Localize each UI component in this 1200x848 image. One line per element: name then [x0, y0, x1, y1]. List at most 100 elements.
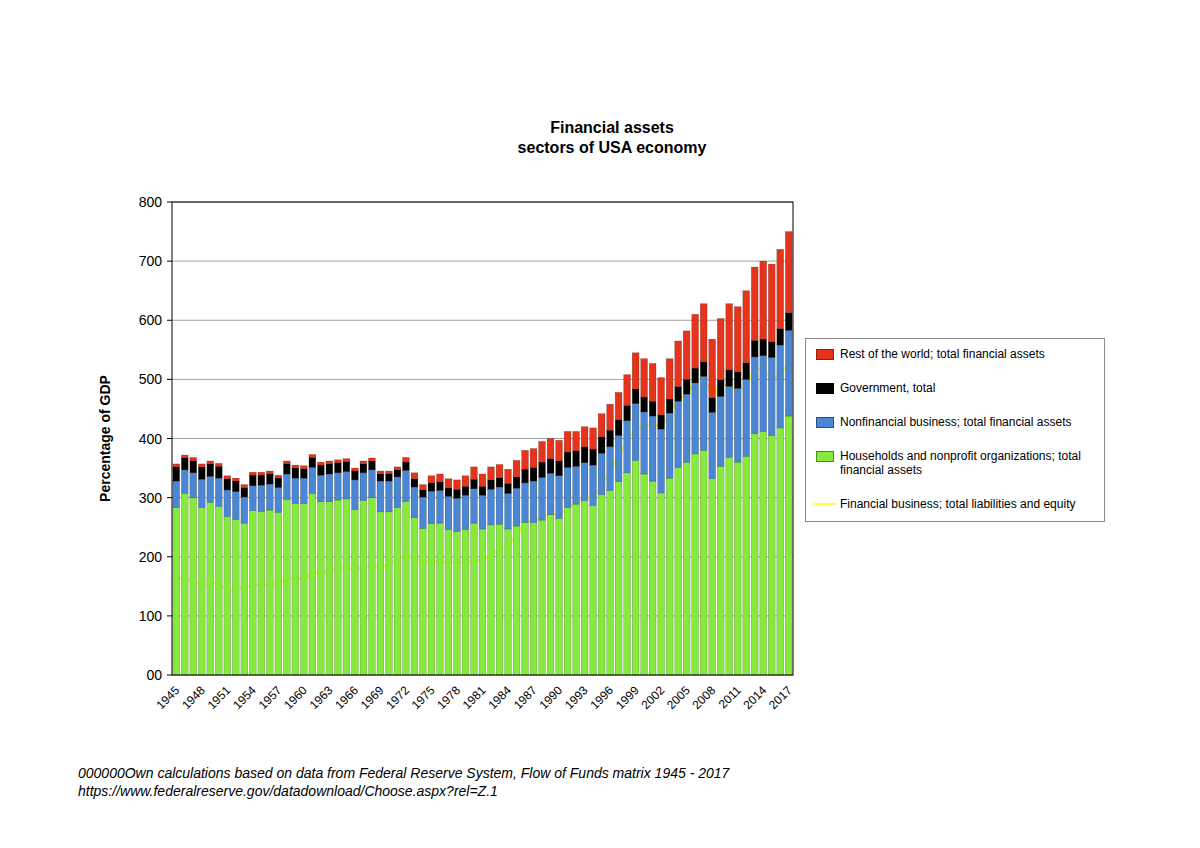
legend-swatch-mark [814, 503, 836, 505]
x-tick-label: 1963 [307, 683, 336, 712]
bar-segment [300, 478, 307, 503]
bar-segment [598, 414, 605, 437]
bar-segment [394, 470, 401, 477]
bar-segment [539, 520, 546, 675]
bar-segment [488, 525, 495, 675]
bar-segment [394, 467, 401, 470]
bar-segment [751, 357, 758, 434]
bar-segment [266, 484, 273, 510]
bar-segment [734, 462, 741, 675]
bar-segment [326, 464, 333, 474]
bar-segment [768, 357, 775, 435]
bar-segment [181, 455, 188, 458]
subtitle: sectors of USA economy [518, 139, 707, 156]
bar-segment [386, 474, 393, 481]
bar-segment [615, 392, 622, 419]
legend-swatch-mark [816, 417, 834, 428]
bar-segment [547, 515, 554, 675]
y-tick [167, 556, 172, 557]
x-tick-label: 1951 [205, 683, 234, 712]
bar-segment [300, 466, 307, 469]
bar-segment [471, 467, 478, 479]
bar-segment [700, 450, 707, 675]
legend-label: Financial business; total liabilities an… [840, 497, 1096, 511]
bar-segment [743, 379, 750, 456]
bar-segment [717, 466, 724, 675]
bar-segment [496, 524, 503, 675]
bar-segment [658, 415, 665, 429]
bar-segment [496, 478, 503, 487]
bar-segment [394, 477, 401, 508]
bar-segment [326, 474, 333, 502]
bar-segment [190, 498, 197, 675]
bar-segment [411, 479, 418, 487]
bar-segment [649, 363, 656, 401]
bar-segment [275, 488, 282, 513]
bar-segment [777, 428, 784, 675]
bar-segment [292, 504, 299, 675]
legend-label: Rest of the world; total financial asset… [840, 347, 1096, 361]
bar-segment [351, 509, 358, 675]
bar-segment [292, 465, 299, 468]
bar-segment [437, 482, 444, 491]
bar-segment [360, 461, 367, 464]
source-note: https://www.federalreserve.gov/datadownl… [78, 783, 498, 799]
bar-segment [573, 431, 580, 451]
bar-segment [215, 506, 222, 675]
bar-segment [488, 480, 495, 489]
bar-segment [641, 474, 648, 675]
bar-segment [471, 489, 478, 523]
y-tick-label: 300 [139, 490, 163, 506]
bar-segment [649, 416, 656, 481]
bar-segment [666, 478, 673, 675]
x-tick-label: 2005 [664, 683, 693, 712]
x-tick-label: 1960 [281, 683, 310, 712]
bar-segment [522, 522, 529, 675]
bar-segment [479, 495, 486, 529]
bar-segment [377, 481, 384, 512]
legend-swatch-mark [816, 383, 834, 394]
bar-segment [275, 475, 282, 478]
bar-segment [692, 368, 699, 383]
bar-segment [624, 473, 631, 675]
bar-segment [173, 467, 180, 481]
bar-segment [760, 261, 767, 339]
bar-segment [734, 372, 741, 389]
bar-segment [649, 401, 656, 416]
bar-segment [530, 467, 537, 481]
bar-segment [215, 466, 222, 478]
bar-segment [573, 451, 580, 466]
legend-swatch [814, 381, 840, 395]
bar-segment [479, 474, 486, 486]
title: Financial assets [550, 119, 674, 136]
bar-segment [726, 370, 733, 387]
bar-segment [454, 480, 461, 489]
bar-segment [437, 491, 444, 524]
bar-segment [785, 232, 792, 313]
bar-segment [785, 330, 792, 416]
legend-swatch [814, 497, 840, 511]
y-tick [167, 320, 172, 321]
bar-segment [190, 461, 197, 473]
bar-segment [377, 471, 384, 474]
bar-segment [777, 249, 784, 328]
bar-segment [198, 508, 205, 675]
bar-segment [351, 480, 358, 510]
x-tick-label: 1981 [460, 683, 489, 712]
bar-segment [717, 318, 724, 379]
bar-segment [360, 473, 367, 501]
y-tick [167, 615, 172, 616]
bar-segment [224, 476, 231, 479]
grid-line [172, 261, 793, 262]
grid-line [172, 438, 793, 439]
bar-segment [283, 461, 290, 464]
bar-segment [726, 457, 733, 675]
y-axis-label: Percentage of GDP [97, 375, 113, 502]
bar-segment [641, 397, 648, 412]
x-tick-label: 1954 [230, 683, 259, 712]
x-tick-label: 1972 [383, 683, 412, 712]
bar-segment [173, 508, 180, 675]
bar-segment [283, 474, 290, 499]
bar-segment [249, 472, 256, 475]
bar-segment [530, 449, 537, 468]
